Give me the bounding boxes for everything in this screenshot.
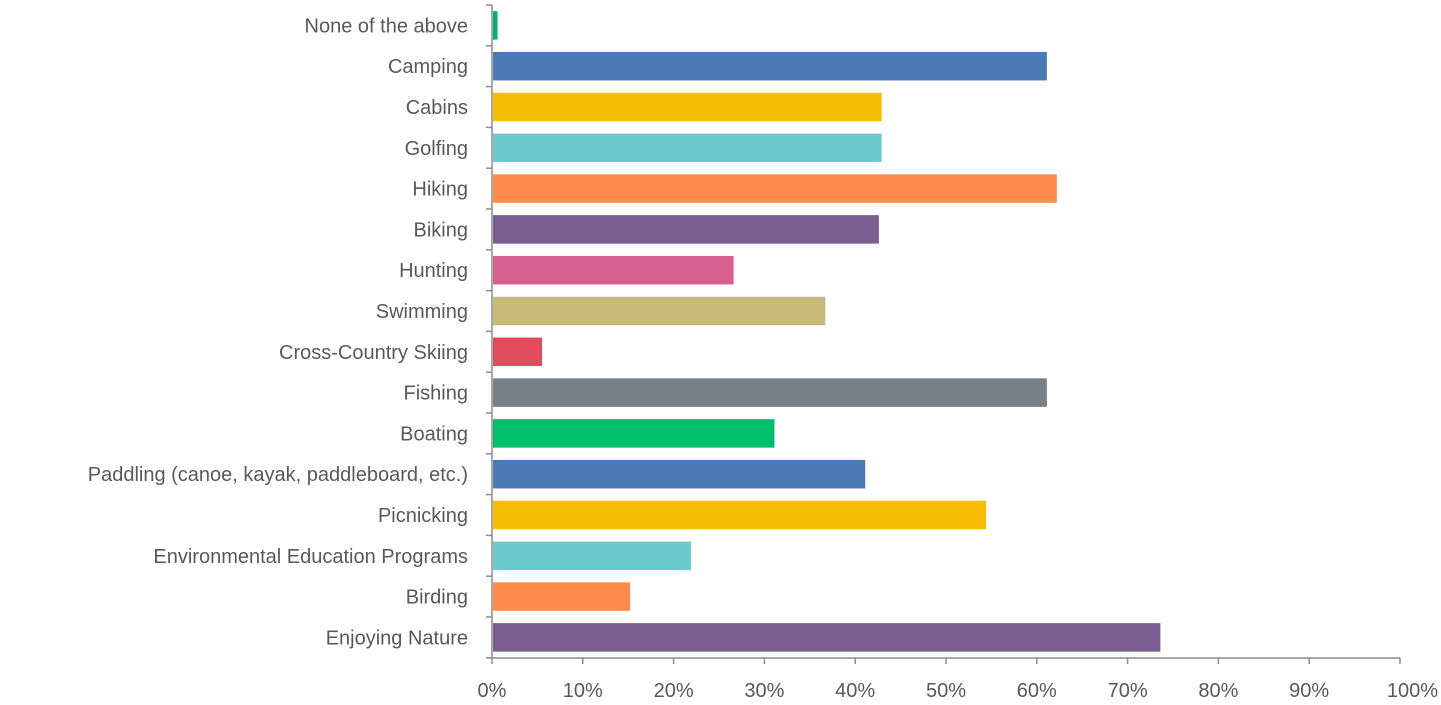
bar-cabins (493, 92, 882, 122)
x-tick-label: 0% (478, 680, 507, 702)
category-label: Boating (400, 423, 468, 445)
x-tick-label: 20% (654, 680, 694, 702)
bar-environmental-education-programs (493, 541, 691, 571)
x-tick-label: 50% (926, 680, 966, 702)
category-label: Hiking (412, 179, 468, 201)
category-label: None of the above (305, 15, 468, 37)
x-tick-label: 80% (1198, 680, 1238, 702)
category-label: Camping (388, 56, 468, 78)
category-label: Paddling (canoe, kayak, paddleboard, etc… (88, 464, 468, 486)
x-tick-label: 100% (1387, 680, 1438, 702)
category-label: Biking (414, 219, 468, 241)
category-labels: None of the above Camping Cabins Golfing Hik… (88, 15, 468, 649)
category-label: Cabins (406, 97, 468, 119)
category-label: Enjoying Nature (326, 627, 468, 649)
x-tick-label: 90% (1289, 680, 1329, 702)
category-label: Golfing (405, 138, 468, 160)
x-tick-label: 40% (835, 680, 875, 702)
category-label: Birding (406, 587, 468, 609)
bar-picnicking (493, 500, 987, 530)
bar-hunting (493, 255, 734, 285)
category-label: Swimming (376, 301, 468, 323)
bar-cross-country-skiing (493, 337, 543, 367)
bar-none-of-the-above (493, 11, 498, 40)
category-label: Cross-Country Skiing (279, 342, 468, 364)
bar-enjoying-nature (493, 623, 1161, 652)
bar-boating (493, 419, 775, 448)
x-tick-label: 70% (1108, 680, 1148, 702)
bar-camping (493, 51, 1047, 81)
bar-biking (493, 215, 879, 244)
bars-group (493, 11, 1161, 652)
x-tick-label: 30% (744, 680, 784, 702)
bar-birding (493, 582, 631, 611)
x-axis-tick-labels: 0% 10% 20% 30% 40% 50% 60% 70% 80% 90% 100% (478, 680, 1439, 702)
category-label: Hunting (399, 260, 468, 282)
category-label: Fishing (404, 383, 468, 405)
x-tick-label: 10% (563, 680, 603, 702)
bar-golfing (493, 133, 882, 163)
bar-fishing (493, 378, 1047, 407)
x-tick-label: 60% (1017, 680, 1057, 702)
category-label: Picnicking (378, 505, 468, 527)
bar-swimming (493, 296, 826, 326)
bar-hiking (493, 174, 1057, 203)
category-label: Environmental Education Programs (153, 546, 468, 568)
bar-paddling-canoe-kayak-paddleboard-etc (493, 459, 866, 489)
axes-group (486, 4, 1401, 664)
